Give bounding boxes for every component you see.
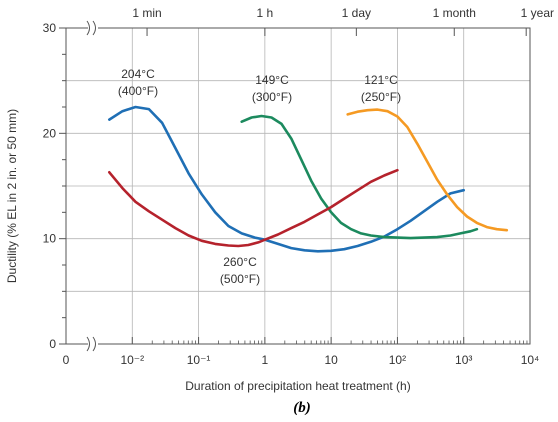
axis-break-mark (86, 20, 90, 36)
series-label-4: (500°F) (220, 272, 260, 286)
x-tick-label: 1 (262, 353, 269, 367)
y-tick-label: 20 (43, 126, 57, 140)
series-label-2: 149°C (255, 73, 289, 87)
series-label-1: 204°C (121, 67, 155, 81)
x-tick-label: 0 (63, 353, 70, 367)
top-axis-label: 1 month (433, 6, 476, 20)
figure-caption: (b) (293, 400, 311, 416)
top-axis-label: 1 h (257, 6, 274, 20)
top-axis-label: 1 min (132, 6, 161, 20)
series-label-4: 260°C (223, 255, 257, 269)
series-line-2 (240, 114, 479, 240)
axis-break-mark (92, 20, 96, 36)
top-axis-label: 1 year (521, 6, 554, 20)
x-axis-label: Duration of precipitation heat treatment… (185, 379, 410, 393)
series-lines (108, 105, 509, 253)
bottom-axis-break (88, 342, 98, 346)
y-axis-label: Ductility (% EL in 2 in. or 50 mm) (5, 109, 19, 283)
series-line-1 (108, 105, 465, 253)
y-tick-label: 30 (43, 21, 57, 35)
plot-frame (59, 20, 531, 352)
axis-break-mark (86, 336, 90, 352)
y-tick-label: 0 (49, 337, 56, 351)
x-tick-label: 10⁻¹ (187, 353, 211, 367)
series-line-3 (346, 108, 509, 232)
series-label-2: (300°F) (252, 90, 292, 104)
series-label-3: 121°C (364, 73, 398, 87)
series-label-3: (250°F) (361, 90, 401, 104)
series-label-1: (400°F) (118, 84, 158, 98)
text-labels: 0 10⁻² 10⁻¹ 1 10 10² 10³ 10⁴ 0 10 20 30 1 min 1 h 1 da… (5, 6, 554, 416)
axis-break-mark (92, 336, 96, 352)
x-tick-label: 10³ (455, 353, 472, 367)
x-tick-label: 10⁻² (120, 353, 144, 367)
y-tick-label: 10 (43, 232, 57, 246)
top-axis-label: 1 day (342, 6, 371, 20)
x-tick-label: 10 (324, 353, 338, 367)
grid-lines (66, 28, 530, 344)
series-line-4 (108, 168, 399, 248)
top-axis-break (88, 26, 98, 30)
x-tick-label: 10⁴ (521, 353, 540, 367)
x-tick-label: 10² (389, 353, 406, 367)
